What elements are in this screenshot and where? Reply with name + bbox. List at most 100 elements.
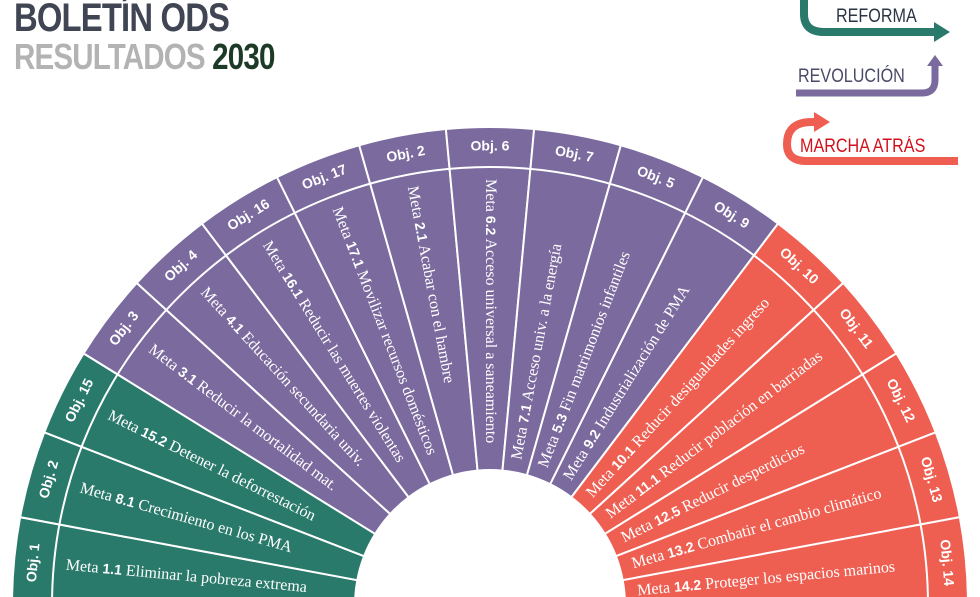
sector-obj-12: Obj. 12 Meta 12.5 Reducir desperdicios (603, 351, 938, 558)
sector-obj-11: Obj. 11 Meta 11.1 Reducir población en ba… (588, 281, 898, 536)
objective-label: Obj. 16 (224, 195, 272, 233)
sector-obj-8: Obj. 2 Meta 8.1 Crecimiento en los PMA (18, 431, 366, 582)
meta-text: Acabar con el hambre (415, 240, 458, 385)
meta-label: Meta 7.1 Acceso univ. a la energía (508, 242, 565, 461)
meta-text: Crecimiento en los PMA (132, 495, 294, 556)
revolucion-arrow-icon (796, 55, 943, 97)
sector-wedge (82, 281, 392, 536)
meta-text: Proteger los espacios marinos (700, 558, 895, 593)
meta-text: Reducir desigualdades ingreso (626, 295, 773, 454)
meta-label: Meta 2.1 Acabar con el hambre (404, 185, 458, 385)
objective-label: Obj. 1 (23, 542, 43, 582)
meta-number: 17.1 (343, 239, 368, 270)
sector-wedge (11, 516, 359, 597)
meta-label: Meta 6.2 Acceso universal a saneamiento (482, 179, 499, 443)
meta-number: 9.2 (579, 426, 603, 451)
meta-label: Meta 16.1 Reducir las muertes violentas (259, 238, 409, 465)
sector-obj-9: Obj. 9 Meta 9.2 Industrialización de PMA (548, 175, 780, 499)
meta-prefix: Meta (78, 479, 118, 505)
meta-number: 14.2 (673, 576, 702, 594)
meta-label: Meta 3.1 Reducir la mortalidad mat. (145, 341, 340, 494)
meta-prefix: Meta (259, 238, 293, 278)
meta-label: Meta 5.3 Fin matrimonios infantiles (535, 249, 634, 470)
meta-label: Meta 11.1 Reducir población en barriadas (602, 348, 825, 522)
meta-number: 13.2 (665, 538, 696, 561)
meta-number: 6.2 (483, 216, 499, 236)
objective-label: Obj. 10 (777, 244, 822, 287)
meta-text: Detener la deforrestación (163, 435, 319, 524)
meta-text: Eliminar la pobreza extrema (121, 562, 307, 596)
meta-text: Movilizar recursos domésticos (352, 264, 440, 457)
meta-prefix: Meta (65, 556, 103, 576)
objective-label: Obj. 3 (105, 308, 141, 349)
meta-text: Educación secundaria univ. (235, 326, 368, 470)
objective-label: Obj. 9 (711, 197, 753, 231)
meta-text: Reducir las muertes violentas (293, 292, 409, 465)
meta-prefix: Meta (618, 514, 659, 546)
meta-text: Combatir el cambio climático (691, 485, 883, 555)
subtitle-year: 2030 (212, 36, 275, 77)
legend-reforma-label: REFORMA (836, 6, 917, 27)
meta-label: Meta 15.2 Detener la deforrestación (105, 407, 318, 525)
meta-text: Acceso univ. a la energía (518, 242, 565, 405)
objective-label: Obj. 12 (884, 376, 919, 425)
objective-label: Obj. 2 (35, 458, 61, 500)
reforma-arrow-icon (800, 0, 950, 42)
meta-text: Fin matrimonios infantiles (555, 249, 634, 417)
meta-number: 8.1 (114, 490, 137, 511)
sector-wedge (135, 222, 411, 516)
meta-prefix: Meta (105, 407, 146, 439)
meta-prefix: Meta (535, 429, 564, 470)
subtitle-text: RESULTADOS (14, 36, 206, 77)
sector-wedge (614, 431, 962, 582)
sector-wedge (548, 175, 780, 499)
meta-prefix: Meta (630, 545, 670, 571)
meta-number: 1.1 (102, 560, 123, 578)
meta-number: 7.1 (515, 402, 534, 424)
bulletin-subtitle: RESULTADOS 2030 (14, 36, 275, 78)
sector-wedge (603, 351, 938, 558)
meta-number: 4.1 (223, 311, 248, 336)
meta-prefix: Meta (508, 422, 531, 461)
meta-label: Meta 14.2 Proteger los espacios marinos (637, 558, 896, 597)
meta-prefix: Meta (560, 443, 594, 483)
meta-number: 10.1 (608, 442, 638, 473)
objective-label: Obj. 13 (918, 455, 946, 504)
ring-divider (51, 166, 929, 597)
meta-number: 15.2 (139, 423, 171, 450)
meta-prefix: Meta (145, 341, 185, 377)
legend-revolucion-label: REVOLUCIÓN (798, 66, 905, 87)
sector-obj-14: Obj. 14 Meta 14.2 Proteger los espacios m… (621, 516, 969, 597)
legend-marcha-atras-label: MARCHA ATRÁS (800, 136, 926, 157)
sector-wedge (569, 222, 845, 516)
sector-wedge (621, 516, 969, 597)
sector-wedge (42, 351, 377, 558)
meta-label: Meta 12.5 Reducir desperdicios (618, 440, 807, 546)
sector-obj-16: Obj. 16 Meta 16.1 Reducir las muertes vio… (200, 175, 432, 499)
meta-prefix: Meta (197, 284, 234, 323)
meta-text: Industrialización de PMA (590, 282, 694, 435)
sector-obj-10: Obj. 10 Meta 10.1 Reducir desigualdades i… (569, 222, 845, 516)
meta-number: 12.5 (651, 502, 683, 529)
meta-number: 16.1 (279, 269, 307, 301)
bulletin-title: BOLETÍN ODS (14, 0, 230, 40)
meta-prefix: Meta (637, 579, 675, 597)
marcha-atras-arrow-icon (782, 112, 958, 165)
meta-prefix: Meta (329, 204, 358, 245)
meta-label: Meta 13.2 Combatir el cambio climático (630, 485, 884, 572)
meta-prefix: Meta (583, 462, 620, 501)
sector-wedge (588, 281, 898, 536)
objective-label: Obj. 14 (937, 539, 957, 587)
meta-text: Reducir desperdicios (676, 440, 808, 517)
meta-number: 3.1 (175, 363, 200, 388)
meta-label: Meta 4.1 Educación secundaria univ. (197, 284, 368, 470)
sector-obj-13: Obj. 13 Meta 13.2 Combatir el cambio clim… (614, 431, 962, 582)
meta-text: Reducir la mortalidad mat. (190, 375, 340, 494)
meta-prefix: Meta (602, 486, 642, 522)
meta-number: 11.1 (632, 470, 663, 499)
meta-label: Meta 17.1 Movilizar recursos domésticos (329, 204, 440, 457)
sector-obj-1: Obj. 1 Meta 1.1 Eliminar la pobreza extre… (11, 516, 359, 597)
meta-label: Meta 8.1 Crecimiento en los PMA (78, 479, 295, 556)
